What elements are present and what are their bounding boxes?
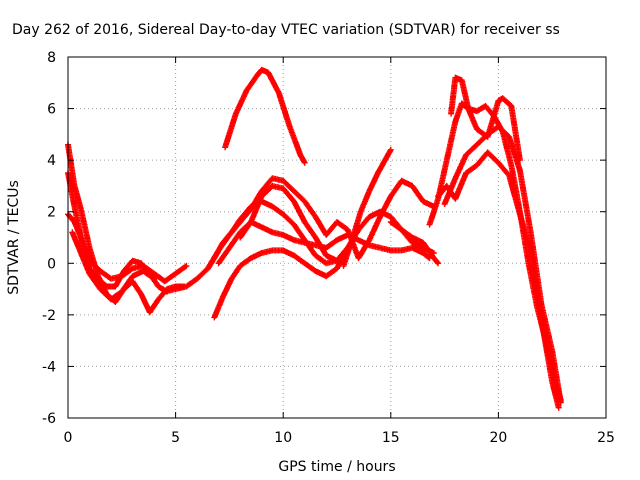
- series-11-points: [387, 219, 442, 267]
- x-tick-label: 10: [274, 430, 292, 446]
- series-10-points: [340, 146, 394, 269]
- series-10-markers: [340, 146, 394, 269]
- data-marks: [65, 66, 564, 411]
- axis-ticks: 0 5 10 15 20 25 -6 -4 -2 0 2 4 6 8: [42, 50, 615, 446]
- y-tick-label: -2: [42, 308, 56, 324]
- chart-title: Day 262 of 2016, Sidereal Day-to-day VTE…: [12, 22, 560, 38]
- x-tick-label: 0: [64, 430, 73, 446]
- series-15-markers: [435, 149, 562, 411]
- series-3-markers: [69, 229, 158, 303]
- x-tick-label: 20: [489, 430, 507, 446]
- series-11-markers: [387, 219, 442, 267]
- y-tick-label: 2: [47, 205, 56, 221]
- series-3-points: [69, 229, 158, 303]
- series-8-markers: [204, 175, 437, 272]
- series-7-points: [222, 66, 308, 166]
- series-15-points: [435, 149, 562, 411]
- series-8-points: [204, 175, 437, 272]
- series-13-points: [448, 74, 523, 164]
- x-tick-label: 5: [171, 430, 180, 446]
- series-12-points: [426, 100, 564, 403]
- y-tick-label: 8: [47, 50, 56, 66]
- series-13-markers: [448, 74, 523, 164]
- x-tick-label: 25: [597, 430, 615, 446]
- series-12-markers: [426, 100, 564, 403]
- plot-frame: [67, 56, 607, 419]
- y-axis-label: SDTVAR / TECUs: [6, 180, 22, 295]
- y-tick-label: -4: [42, 359, 56, 375]
- x-axis-label: GPS time / hours: [278, 459, 395, 475]
- x-tick-label: 15: [382, 430, 400, 446]
- y-tick-label: 0: [47, 256, 56, 272]
- y-tick-label: -6: [42, 411, 56, 427]
- series-5-markers: [211, 247, 347, 321]
- y-tick-label: 4: [47, 153, 56, 169]
- y-tick-label: 6: [47, 102, 56, 118]
- series-5-points: [211, 247, 347, 321]
- series-7-markers: [222, 66, 308, 166]
